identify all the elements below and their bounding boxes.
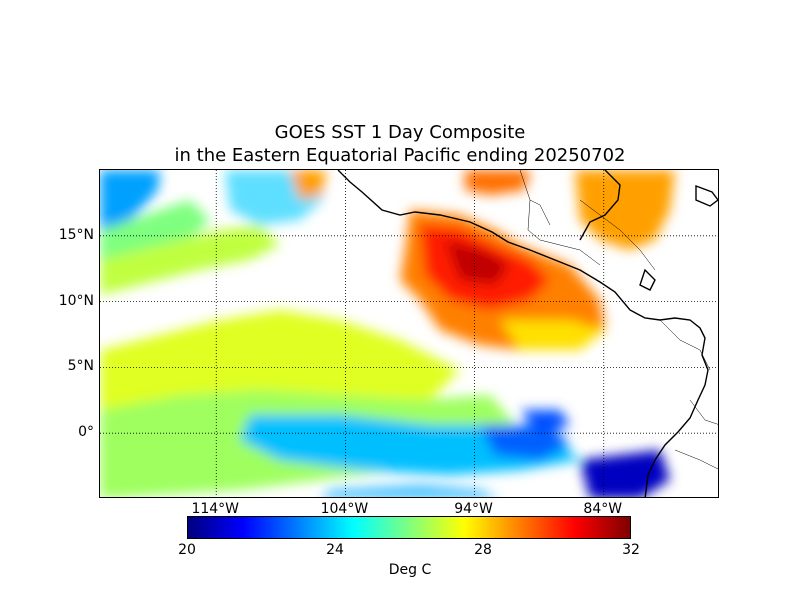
colorbar-tick-label: 28 — [474, 542, 492, 558]
colorbar-tick-label: 20 — [178, 542, 196, 558]
country-borders — [519, 170, 718, 470]
colorbar-tick-label: 24 — [326, 542, 344, 558]
colorbar-label: Deg C — [388, 562, 432, 578]
lat-label: 5°N — [67, 358, 94, 375]
map-title-line-1: GOES SST 1 Day Composite — [274, 122, 526, 143]
coastline — [337, 170, 718, 497]
gridlines — [100, 170, 718, 497]
lon-label: 84°W — [583, 501, 623, 517]
lat-label: 0° — [78, 424, 94, 441]
sst-map-canvas — [100, 170, 718, 497]
colorbar — [187, 516, 631, 539]
colorbar-tick-label: 32 — [622, 542, 640, 558]
sst-map — [99, 169, 719, 498]
lon-label: 114°W — [191, 501, 240, 517]
map-title-line-2: in the Eastern Equatorial Pacific ending… — [174, 145, 626, 166]
lat-label: 10°N — [58, 292, 94, 309]
lon-label: 94°W — [454, 501, 493, 517]
lat-label: 15°N — [58, 226, 94, 243]
lon-label: 104°W — [320, 501, 369, 517]
sst-field — [100, 170, 675, 497]
